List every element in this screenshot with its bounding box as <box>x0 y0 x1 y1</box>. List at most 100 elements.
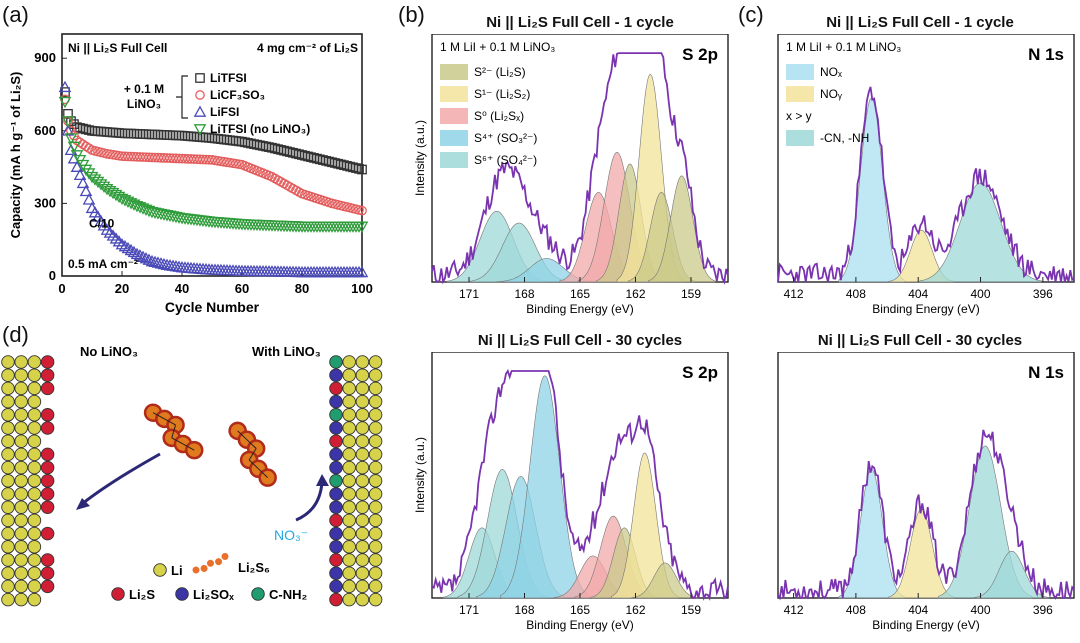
li-atom <box>27 408 42 422</box>
li-atom <box>355 460 370 475</box>
data-point <box>118 239 132 252</box>
data-point <box>130 247 144 260</box>
li-atom <box>355 526 370 541</box>
surface-particle <box>329 487 343 501</box>
legend-label: -CN, -NH <box>820 131 869 145</box>
data-point <box>154 257 168 269</box>
surface-particle <box>329 513 343 528</box>
li-atom <box>1 355 15 369</box>
li-atom <box>1 394 15 409</box>
li-atom <box>368 500 383 514</box>
fit-component-8 <box>648 175 716 283</box>
legend-li-label: Li <box>171 563 183 578</box>
surface-particle <box>329 526 343 541</box>
surface-particle <box>329 579 343 594</box>
sulfur-atom <box>184 440 204 460</box>
x-tick-label: 404 <box>908 603 928 617</box>
capacity-chart: 0 20 40 60 80 100 0 300 600 900 Cycle Number Capaci… <box>8 33 373 315</box>
li-atom <box>368 474 383 488</box>
li-atom <box>355 355 370 369</box>
legend-label: LiFSI <box>210 105 239 119</box>
group-label-line-2: LiNO₃ <box>127 97 161 111</box>
bond <box>237 430 248 441</box>
data-point <box>145 254 159 267</box>
li2s-particle <box>40 500 55 514</box>
legend-label: S¹⁻ (Li₂S₂) <box>474 87 530 101</box>
li-atom <box>342 592 356 607</box>
li-atom <box>342 579 356 594</box>
li-atom <box>355 540 370 554</box>
legend-swatch <box>440 86 468 102</box>
li-atom <box>368 540 383 554</box>
x-tick-label: 408 <box>846 603 866 617</box>
li2s-particle <box>40 447 55 462</box>
group-label-line-1: + 0.1 M <box>124 82 164 96</box>
x-tick-label: 404 <box>908 287 928 301</box>
li-atom <box>342 566 356 580</box>
electrolyte-label: 1 M LiI + 0.1 M LiNO₃ <box>440 40 555 54</box>
data-point <box>106 187 120 200</box>
data-point <box>357 205 367 216</box>
data-point <box>139 252 153 264</box>
xps-s2p-30-cycles-chart: 171 168 165 162 159 Binding Energy (eV) Intens… <box>413 352 729 632</box>
data-point <box>79 184 93 197</box>
x-axis-label: Binding Energy (eV) <box>872 618 979 632</box>
li-atom <box>1 474 15 488</box>
measured-spectrum <box>431 52 729 285</box>
x-tick-label: 171 <box>459 603 479 617</box>
fit-component-0 <box>838 468 905 599</box>
inner-label-cell: Ni || Li₂S Full Cell <box>68 41 167 55</box>
x-tick-label: 412 <box>784 603 804 617</box>
li-atom <box>342 434 356 448</box>
y-axis-label: Intensity (a.u.) <box>413 437 427 513</box>
data-point <box>121 196 135 209</box>
li-atom <box>27 421 42 435</box>
li-atom <box>342 526 356 541</box>
data-point <box>67 141 81 154</box>
bond <box>258 468 269 479</box>
region-label: N 1s <box>1028 45 1064 64</box>
li2s-particle <box>40 355 55 369</box>
li-atom <box>368 421 383 435</box>
li-atom <box>14 408 28 422</box>
surface-particle <box>329 355 343 369</box>
li-atom <box>368 355 383 369</box>
polysulfide-chain-left <box>143 403 204 460</box>
li-atom <box>355 434 370 448</box>
y-axis-label: Intensity (a.u.) <box>413 120 427 196</box>
li-atom <box>1 500 15 514</box>
legend-marker <box>193 124 207 136</box>
legend-label: S⁴⁺ (SO₃²⁻) <box>474 131 537 145</box>
x-tick-label: 168 <box>514 603 534 617</box>
data-point <box>157 257 171 270</box>
y-tick-label: 300 <box>34 195 56 210</box>
data-point <box>351 163 361 173</box>
surface-particle <box>329 394 343 409</box>
li-atom <box>355 408 370 422</box>
li-atom <box>1 540 15 554</box>
li-atom <box>355 394 370 409</box>
li-atom <box>368 592 383 607</box>
data-point <box>115 237 129 250</box>
li-atom <box>14 447 28 462</box>
region-label: S 2p <box>682 363 718 382</box>
surface-particle <box>329 381 343 396</box>
li-atom <box>14 460 28 475</box>
x-tick-label: 0 <box>58 281 65 296</box>
li-atom <box>1 592 15 607</box>
surface-particle <box>329 434 343 448</box>
li-atom <box>14 540 28 554</box>
measured-spectrum <box>777 429 1075 601</box>
x-tick-label: 400 <box>971 603 991 617</box>
li-atom <box>27 434 42 448</box>
li-atom <box>14 526 28 541</box>
data-point <box>354 163 364 174</box>
li-atom <box>368 553 383 567</box>
li-atom <box>1 421 15 435</box>
legend-label: LiTFSI <box>210 71 247 85</box>
li-atom <box>27 526 42 541</box>
li-atom <box>1 526 15 541</box>
arrow-to-right-electrode <box>295 481 324 522</box>
li-atom <box>355 474 370 488</box>
legend-note: x > y <box>786 109 812 123</box>
